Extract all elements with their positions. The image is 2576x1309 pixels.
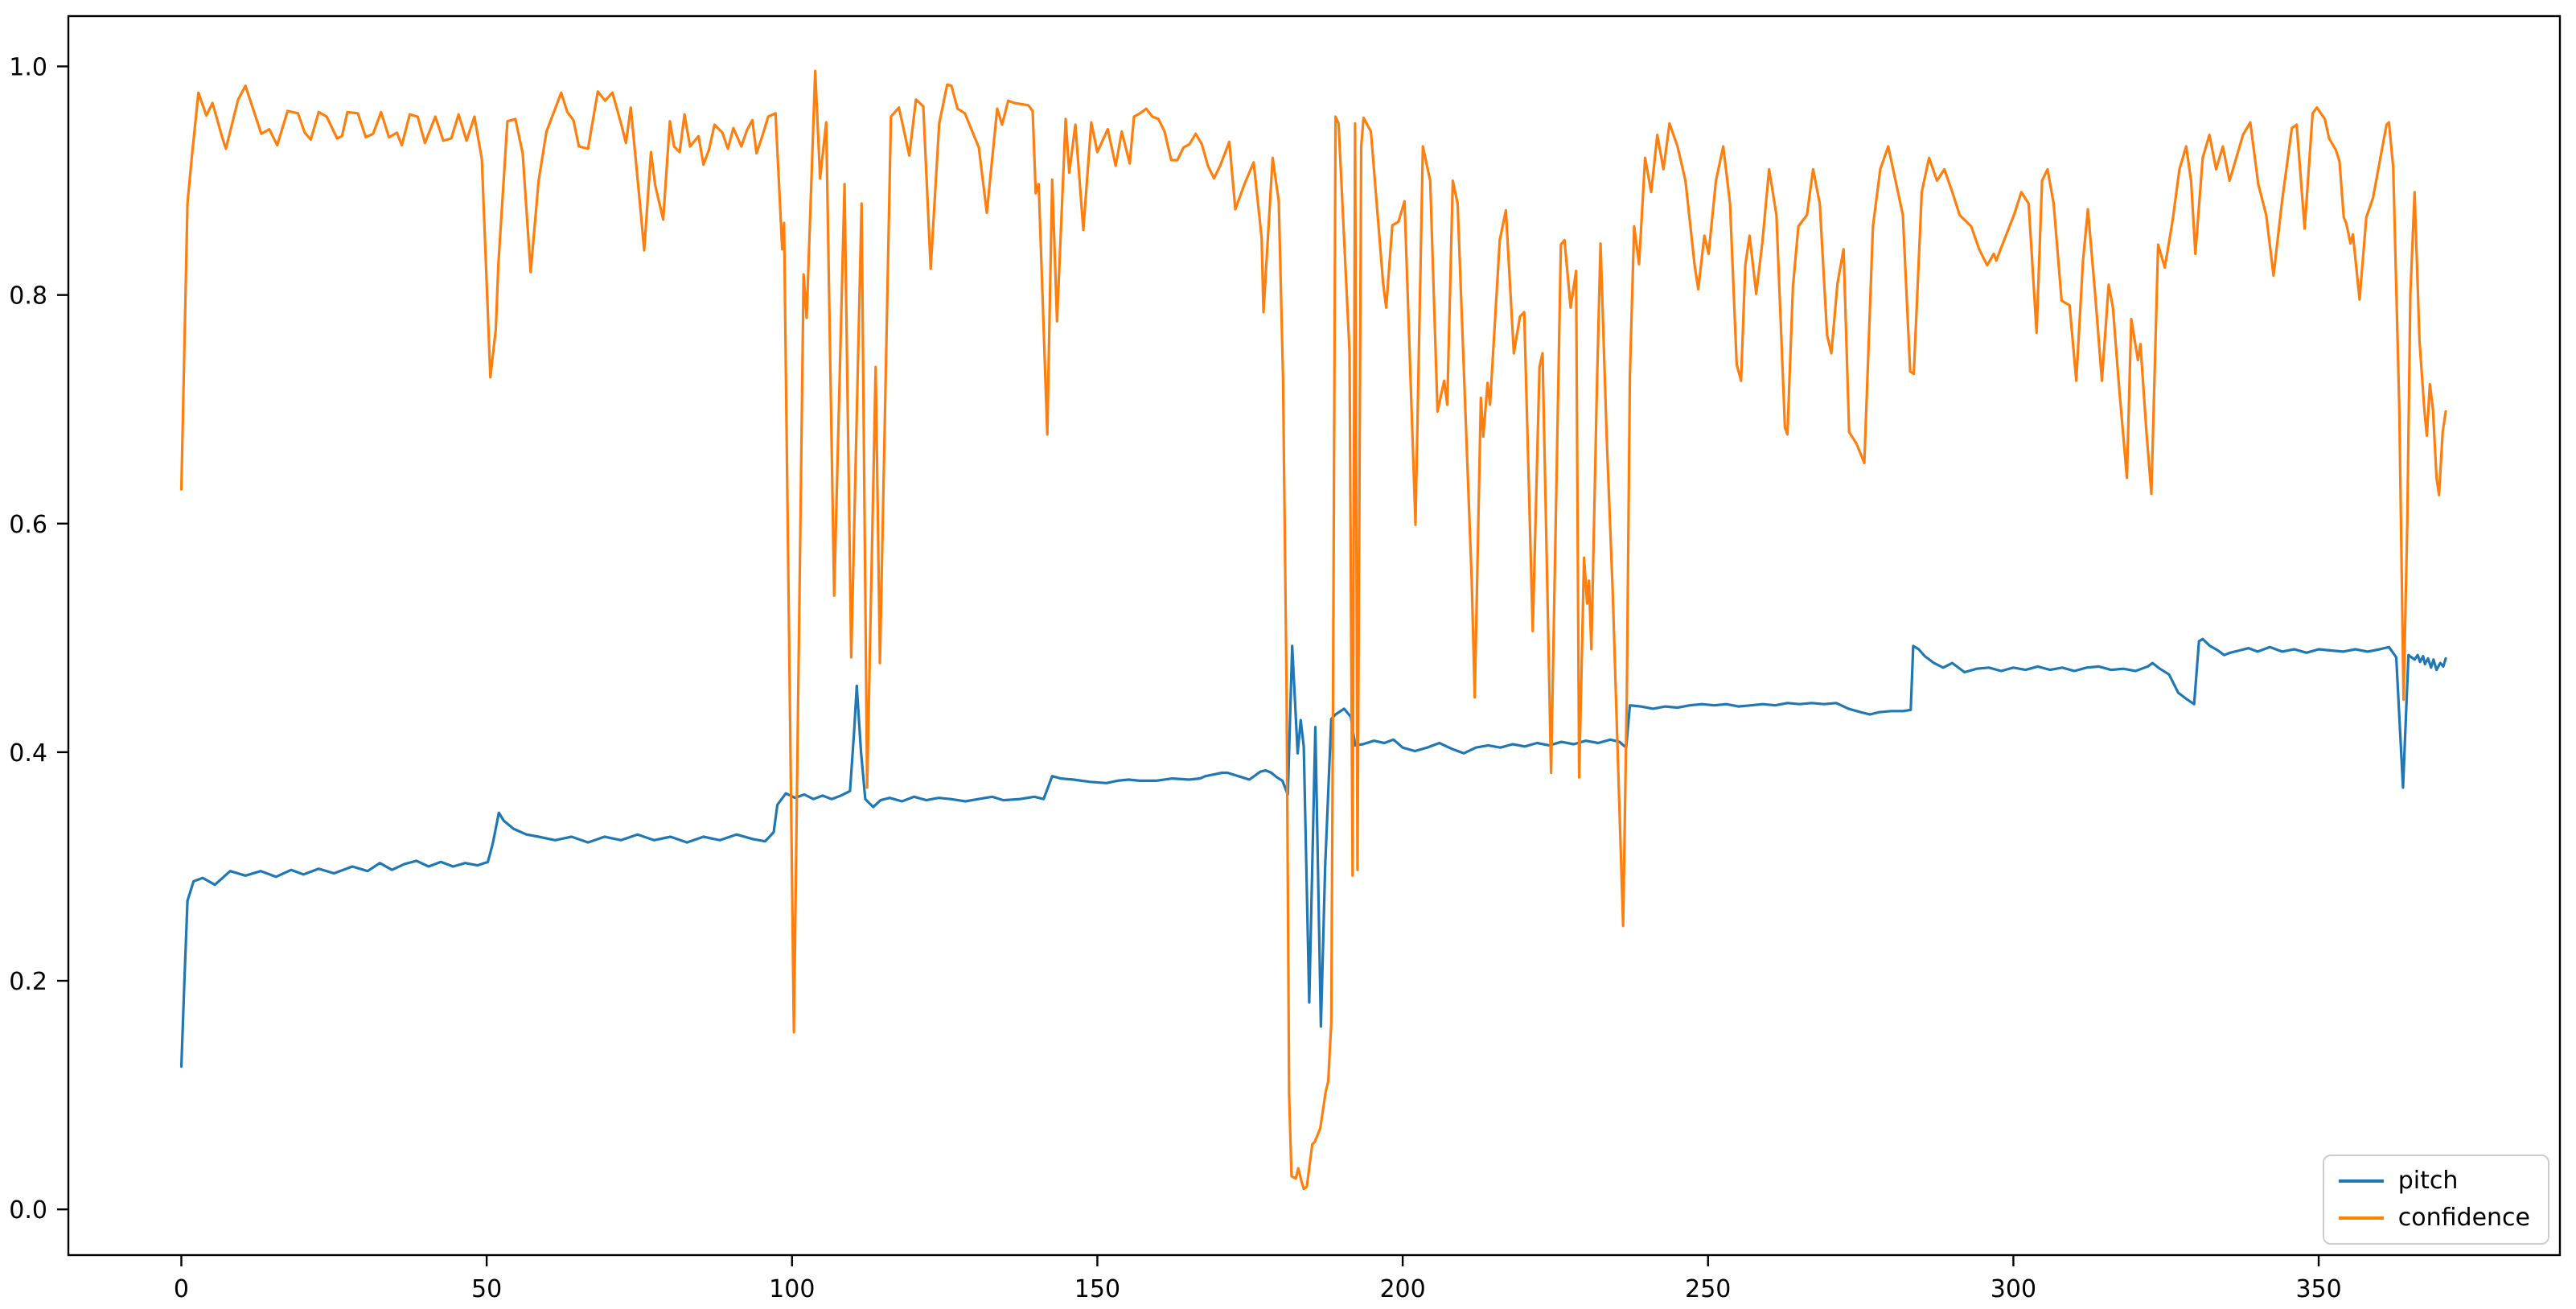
x-tick-label: 300	[1991, 1275, 2036, 1303]
legend-label-pitch: pitch	[2397, 1167, 2459, 1195]
legend-item-confidence: confidence	[2338, 1204, 2530, 1232]
x-tick-label: 50	[471, 1275, 502, 1303]
y-tick-label: 0.0	[9, 1196, 47, 1225]
x-tick-label: 150	[1074, 1275, 1120, 1303]
legend-item-pitch: pitch	[2338, 1167, 2530, 1195]
legend-label-confidence: confidence	[2397, 1204, 2530, 1232]
confidence-line	[179, 69, 2447, 1191]
plot-area	[67, 14, 2562, 1257]
x-tick-label: 250	[1685, 1275, 1731, 1303]
pitch-line-swatch	[2338, 1179, 2384, 1183]
x-tick-label: 350	[2295, 1275, 2341, 1303]
y-tick-label: 0.4	[9, 739, 47, 768]
y-tick-label: 0.2	[9, 968, 47, 996]
x-tick-label: 0	[174, 1275, 189, 1303]
x-tick-label: 100	[769, 1275, 815, 1303]
y-tick-label: 0.8	[9, 282, 47, 311]
x-tick-label: 200	[1379, 1275, 1425, 1303]
y-tick-label: 1.0	[9, 54, 47, 82]
confidence-line-swatch	[2338, 1216, 2384, 1220]
legend: pitch confidence	[2322, 1155, 2549, 1245]
y-tick-label: 0.6	[9, 511, 47, 539]
